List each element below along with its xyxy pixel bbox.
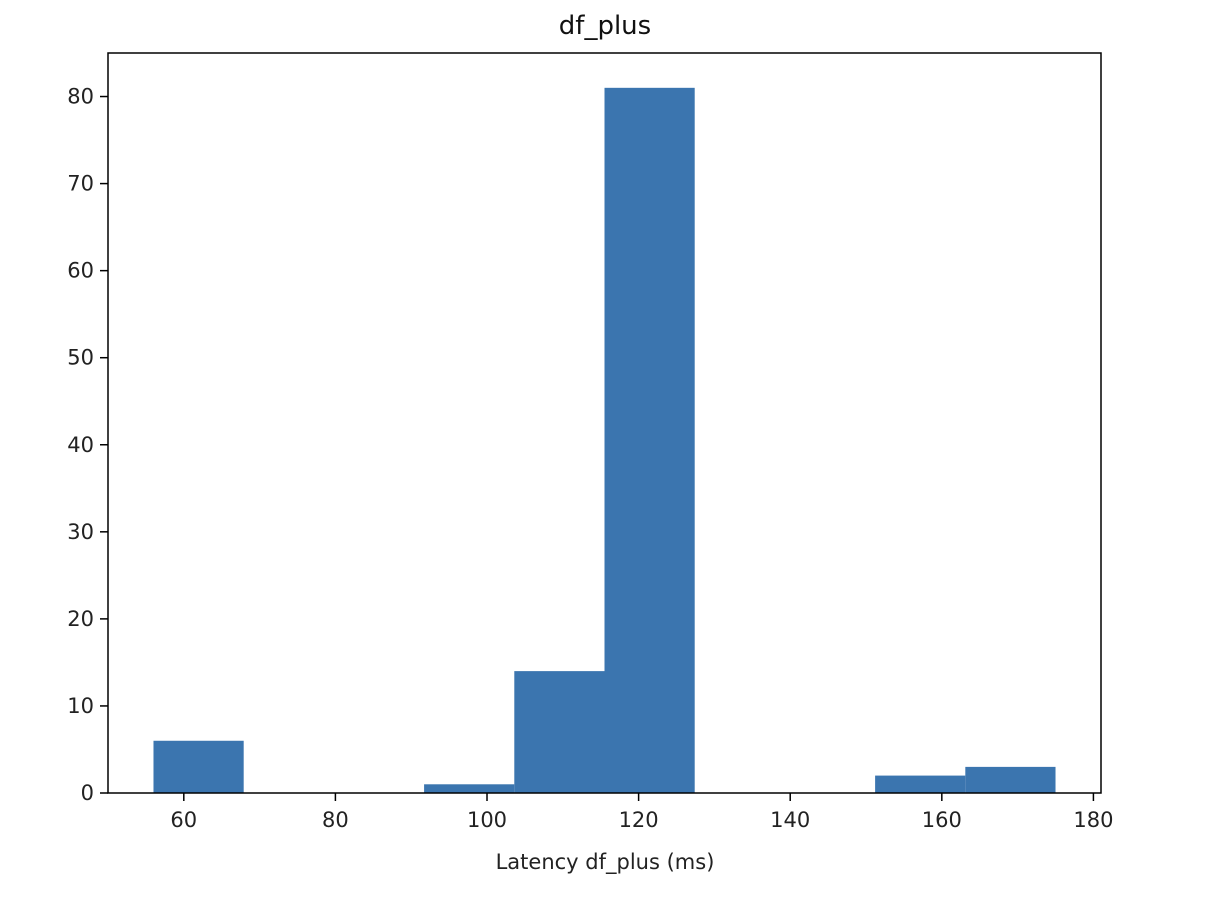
y-axis: 0 10 20 30 40 50 60 70 80: [67, 85, 108, 805]
plot-frame: [107, 52, 1102, 794]
y-tick-label: 40: [67, 433, 94, 457]
histogram-bar: [604, 87, 695, 793]
y-tick-label: 70: [67, 172, 94, 196]
histogram-bar: [153, 740, 244, 793]
histogram-bar: [424, 784, 515, 793]
y-tick-label: 80: [67, 85, 94, 109]
x-tick-label: 160: [922, 808, 962, 832]
y-tick-label: 10: [67, 694, 94, 718]
histogram-bar: [965, 766, 1056, 793]
histogram-bar: [514, 671, 605, 793]
x-tick-label: 60: [170, 808, 197, 832]
y-tick-label: 20: [67, 607, 94, 631]
x-tick-label: 140: [770, 808, 810, 832]
x-tick-label: 80: [322, 808, 349, 832]
x-tick-label: 120: [619, 808, 659, 832]
histogram-bar: [875, 775, 966, 793]
y-tick-label: 60: [67, 259, 94, 283]
x-axis-label: Latency df_plus (ms): [496, 850, 715, 875]
bars-group: [153, 87, 1056, 793]
x-tick-label: 100: [467, 808, 507, 832]
y-tick-label: 0: [81, 781, 94, 805]
x-axis: 60 80 100 120 140 160 180: [170, 793, 1113, 832]
y-tick-label: 50: [67, 346, 94, 370]
y-tick-label: 30: [67, 520, 94, 544]
x-tick-label: 180: [1073, 808, 1113, 832]
chart-title: df_plus: [559, 11, 651, 41]
